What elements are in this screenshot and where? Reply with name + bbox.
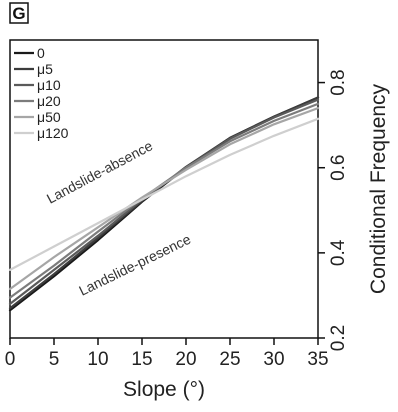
x-tick-label-0: 0 <box>5 349 16 370</box>
plot-frame <box>9 39 319 339</box>
y-tick-label-1: 0.4 <box>328 239 349 266</box>
x-tick-label-6: 30 <box>263 349 284 370</box>
x-tick-label-2: 10 <box>87 349 108 370</box>
x-axis-label: Slope (°) <box>123 378 205 401</box>
x-tick-label-4: 20 <box>175 349 196 370</box>
panel-letter: G <box>12 4 25 23</box>
panel-letter-box <box>9 2 29 24</box>
legend-label-3: μ20 <box>37 93 61 109</box>
y-tick-label-0: 0.2 <box>328 325 349 351</box>
x-axis-ticks: 0 5 10 15 20 25 30 35 <box>5 338 329 370</box>
legend-label-5: μ120 <box>37 125 69 141</box>
legend-label-4: μ50 <box>37 109 61 125</box>
legend-label-1: μ5 <box>37 61 53 77</box>
series-layer <box>8 96 320 312</box>
y-axis-label: Conditional Frequency <box>367 83 390 294</box>
x-tick-label-5: 25 <box>219 349 240 370</box>
legend-label-0: 0 <box>37 45 45 61</box>
y-tick-label-2: 0.6 <box>328 155 349 181</box>
x-tick-label-7: 35 <box>307 349 328 370</box>
series-line-4 <box>8 106 320 291</box>
x-tick-label-3: 15 <box>131 349 152 370</box>
y-axis-ticks: 0.2 0.4 0.6 0.8 <box>318 69 349 351</box>
x-tick-label-1: 5 <box>49 349 60 370</box>
legend-label-2: μ10 <box>37 77 61 93</box>
series-line-5 <box>8 117 320 271</box>
y-tick-label-3: 0.8 <box>328 69 349 95</box>
annotation-landslide-absence: Landslide-absence <box>44 137 155 206</box>
